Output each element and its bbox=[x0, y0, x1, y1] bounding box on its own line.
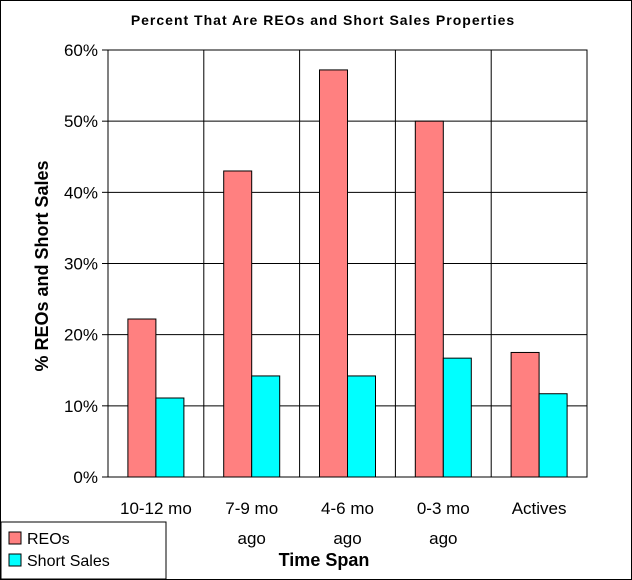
x-tick-label: 7-9 mo bbox=[225, 499, 278, 518]
y-tick-label: 10% bbox=[64, 397, 98, 416]
x-tick-label: ago bbox=[333, 529, 361, 548]
x-tick-label: Actives bbox=[512, 499, 567, 518]
bar-reos bbox=[127, 318, 157, 478]
x-tick-label: ago bbox=[429, 529, 457, 548]
y-tick-label: 40% bbox=[64, 183, 98, 202]
plot-border bbox=[107, 49, 588, 478]
x-tick-label: 4-6 mo bbox=[321, 499, 374, 518]
bar-reos bbox=[319, 69, 348, 478]
y-tick-label: 50% bbox=[64, 112, 98, 131]
bar-reos bbox=[223, 170, 253, 478]
y-tick-label: 60% bbox=[64, 41, 98, 60]
bar-short-sales bbox=[442, 357, 472, 478]
bar-reos bbox=[414, 120, 444, 478]
bar-reos bbox=[510, 351, 540, 478]
bar-short-sales bbox=[347, 375, 376, 478]
x-axis-title: Time Span bbox=[279, 550, 370, 570]
legend-swatch bbox=[8, 553, 22, 567]
y-tick-label: 20% bbox=[64, 326, 98, 345]
legend-box bbox=[0, 521, 167, 580]
y-tick-label: 30% bbox=[64, 255, 98, 274]
chart-title: Percent That Are REOs and Short Sales Pr… bbox=[131, 12, 515, 28]
x-tick-label: 10-12 mo bbox=[120, 499, 192, 518]
bar-short-sales bbox=[155, 397, 185, 478]
legend-label: Short Sales bbox=[27, 553, 110, 570]
x-tick-label: 0-3 mo bbox=[417, 499, 470, 518]
plot-area: 0% 10% 20% 30% 40% 50% 60% 10-12 mo 7-9 mo ago 4-6… bbox=[64, 41, 588, 548]
bar-short-sales bbox=[538, 393, 568, 478]
legend-label: REOs bbox=[27, 531, 70, 548]
legend: REOs Short Sales bbox=[0, 521, 167, 580]
bar-short-sales bbox=[251, 375, 281, 478]
x-tick-label: ago bbox=[238, 529, 266, 548]
y-tick-label: 0% bbox=[73, 468, 98, 487]
y-axis-title: % REOs and Short Sales bbox=[32, 160, 52, 371]
legend-swatch bbox=[8, 531, 22, 545]
